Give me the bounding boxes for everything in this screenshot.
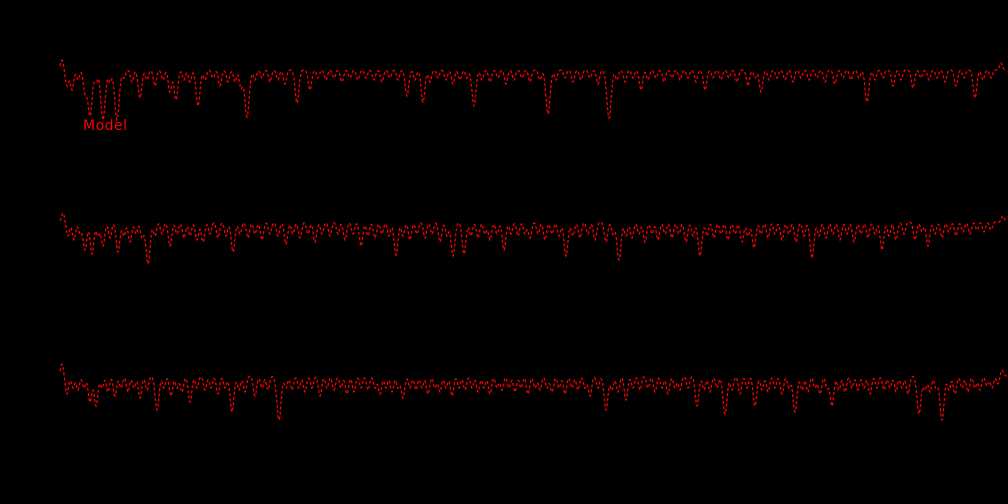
spectrum-panel-bottom [59, 363, 1007, 422]
middle-spectrum-line [59, 212, 1008, 266]
top-spectrum-line [59, 59, 1006, 122]
bottom-spectrum-line [59, 363, 1007, 422]
model-legend-label: Model [83, 118, 128, 134]
spectrum-panel-middle [59, 212, 1008, 266]
spectrum-panel-top [59, 59, 1006, 122]
